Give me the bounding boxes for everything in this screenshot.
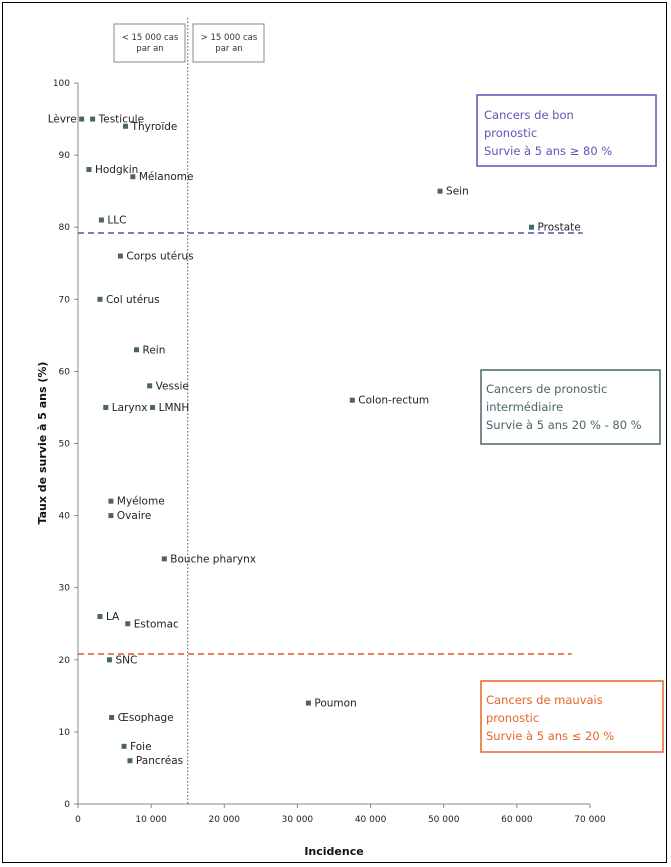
data-point-label: Œsophage (118, 712, 174, 724)
data-point-label: Sein (446, 186, 469, 198)
data-point (147, 383, 153, 389)
data-point-label: Hodgkin (95, 164, 138, 176)
y-tick-label: 30 (59, 584, 71, 594)
y-tick-label: 60 (59, 367, 71, 377)
data-point-label: SNC (115, 654, 137, 666)
data-point-label: Bouche pharynx (170, 553, 256, 565)
data-point (108, 513, 114, 519)
threshold-box-left: < 15 000 cas par an (113, 23, 186, 63)
data-point-label: Thyroïde (131, 121, 178, 133)
data-point-label: Foie (130, 741, 151, 753)
data-point (97, 296, 103, 302)
zone-intermediate-line3: Survie à 5 ans 20 % - 80 % (486, 418, 642, 432)
y-tick-label: 90 (59, 151, 71, 161)
data-point-label: Corps utérus (126, 251, 193, 263)
data-point-label: Mélanome (139, 171, 194, 183)
x-tick-label: 70 000 (574, 815, 606, 825)
zone-bad-line2: pronostic (486, 711, 539, 725)
data-point-label: LMNH (159, 402, 190, 414)
data-point-label: LLC (107, 214, 126, 226)
zone-good-line2: pronostic (484, 126, 537, 140)
data-point-label: Vessie (156, 380, 189, 392)
data-point (528, 224, 534, 230)
data-point (86, 167, 92, 173)
data-point (108, 498, 114, 504)
zone-good-line1: Cancers de bon (484, 108, 574, 122)
x-tick-label: 60 000 (501, 815, 533, 825)
x-tick-label: 30 000 (282, 815, 314, 825)
y-tick-label: 0 (64, 800, 70, 810)
x-tick-label: 50 000 (428, 815, 460, 825)
data-point-label: Prostate (537, 222, 580, 234)
data-point (121, 743, 127, 749)
data-point-label: Pancréas (136, 755, 183, 767)
x-axis-title: Incidence (304, 845, 363, 858)
y-tick-label: 20 (59, 656, 71, 666)
data-point (109, 714, 115, 720)
data-point-label: Rein (143, 344, 166, 356)
data-point (305, 700, 311, 706)
zone-intermediate-line2: intermédiaire (486, 400, 563, 414)
data-point-label: Testicule (98, 114, 144, 126)
y-axis-title: Taux de survie à 5 ans (%) (36, 362, 49, 525)
data-point (103, 404, 109, 410)
data-point (117, 253, 123, 259)
data-point-label: Ovaire (117, 510, 151, 522)
x-tick-label: 40 000 (355, 815, 387, 825)
data-point (349, 397, 355, 403)
threshold-left-line1: < 15 000 cas (122, 33, 179, 43)
data-point (125, 621, 131, 627)
x-tick-label: 10 000 (135, 815, 167, 825)
x-tick-label: 0 (75, 815, 81, 825)
zone-good-line3: Survie à 5 ans ≥ 80 % (484, 144, 612, 158)
data-point-label: Estomac (134, 618, 179, 630)
data-point-label: Poumon (314, 698, 356, 710)
zone-bad-line1: Cancers de mauvais (486, 693, 603, 707)
data-point (97, 614, 103, 620)
threshold-right-line2: par an (215, 44, 242, 54)
data-point (161, 556, 167, 562)
threshold-right-line1: > 15 000 cas (201, 33, 258, 43)
threshold-left-line2: par an (136, 44, 163, 54)
data-point (79, 116, 85, 122)
data-point (437, 188, 443, 194)
y-tick-label: 70 (59, 295, 71, 305)
data-point-label: Colon-rectum (358, 395, 429, 407)
data-point-label: Larynx (112, 402, 148, 414)
data-point-label: Myélome (117, 496, 165, 508)
data-point (106, 657, 112, 663)
x-tick-label: 20 000 (209, 815, 241, 825)
zone-intermediate-box: Cancers de pronostic intermédiaire Survi… (480, 369, 661, 445)
data-point (134, 347, 140, 353)
y-tick-label: 100 (53, 79, 70, 89)
y-tick-label: 80 (59, 223, 71, 233)
data-point (123, 123, 129, 129)
zone-good-box: Cancers de bon pronostic Survie à 5 ans … (476, 94, 657, 167)
data-point (98, 217, 104, 223)
data-point-label: Lèvre (48, 114, 77, 126)
data-point-label: LA (106, 611, 120, 623)
data-point-label: Col utérus (106, 294, 160, 306)
zone-bad-box: Cancers de mauvais pronostic Survie à 5 … (480, 680, 664, 753)
data-point (127, 758, 133, 764)
y-tick-label: 50 (59, 440, 71, 450)
data-point (150, 404, 156, 410)
data-point (90, 116, 96, 122)
y-tick-label: 40 (59, 512, 71, 522)
threshold-box-right: > 15 000 cas par an (192, 23, 265, 63)
data-point (130, 174, 136, 180)
y-tick-label: 10 (59, 728, 71, 738)
zone-intermediate-line1: Cancers de pronostic (486, 382, 607, 396)
zone-bad-line3: Survie à 5 ans ≤ 20 % (486, 729, 614, 743)
